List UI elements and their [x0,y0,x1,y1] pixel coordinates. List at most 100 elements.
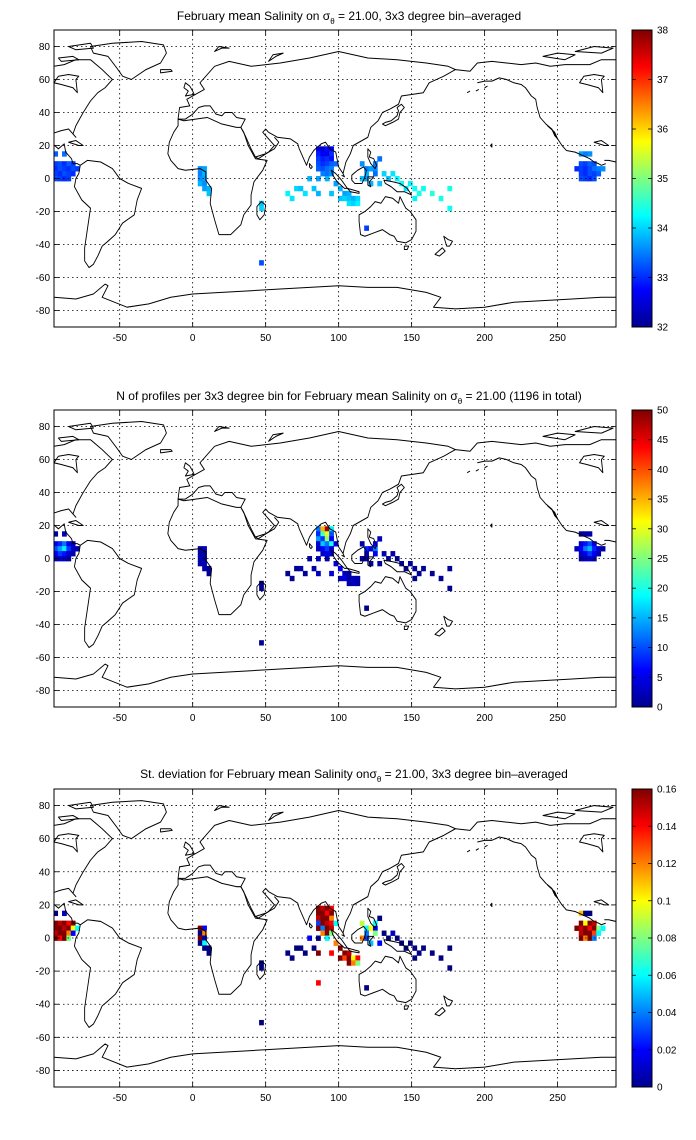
bin-cell [438,955,444,961]
bin-cell [329,920,334,926]
bin-cell [202,546,207,552]
bin-cell [316,950,321,956]
bin-cell [351,575,356,582]
bin-cell [596,546,602,552]
bin-cell [316,190,321,197]
panel-profile-count: N of profiles per 3x3 degree bin for Feb… [36,388,669,724]
colorbar-tick-label: 0 [657,1083,663,1094]
bin-cell [329,190,334,197]
bin-cell [346,195,352,202]
bin-cell [320,526,326,532]
panel-salinity-stdev: St. deviation for February mean Salinity… [36,766,677,1104]
bin-cell [316,536,321,542]
colorbar-tick-label: 34 [657,224,669,235]
bin-cell [346,570,352,577]
bin-cell [583,541,588,547]
bin-cell [324,156,330,162]
bin-cell [407,180,413,187]
bin-cell [70,546,76,552]
bin-cell [596,171,602,177]
bin-cell [346,190,352,197]
colorbar-tick-label: 32 [657,323,669,334]
bin-cell [259,960,264,966]
bin-cell [355,575,361,582]
bin-cell [364,930,369,936]
bin-cell [407,940,413,946]
y-tick-label: -20 [36,207,51,218]
bin-cell [54,151,59,157]
bin-cell [447,945,453,951]
bin-cell [583,920,588,926]
bin-cell [351,195,356,202]
bin-cell [202,930,207,936]
bin-cell [202,185,207,192]
y-tick-label: 40 [39,108,51,119]
y-tick-label: 20 [39,521,51,532]
bin-cell [316,146,321,152]
y-tick-label: 80 [39,801,51,812]
bin-cell [316,156,321,162]
x-tick-label: -50 [112,333,127,344]
bin-cell [403,185,409,192]
bin-cell [583,551,588,557]
bin-cell [57,161,63,167]
bin-cell [329,570,334,577]
bin-cell [583,151,588,157]
bin-cell [587,166,593,172]
bin-cell [600,166,606,172]
bin-cell [368,560,374,567]
y-tick-label: -80 [36,1066,51,1077]
bin-cell [197,556,203,562]
bin-cell [57,541,63,547]
x-tick-label: 100 [330,713,347,724]
bin-cell [438,575,444,582]
bin-cell [320,156,326,162]
y-tick-label: 0 [44,934,50,945]
bin-cell [412,575,418,582]
bin-cell [259,200,264,207]
bin-cell [324,536,330,542]
bin-cell [587,151,593,157]
y-tick-label: -80 [36,686,51,697]
bin-cell [600,546,606,552]
colorbar-tick-label: 5 [657,673,663,684]
bin-cell [197,171,203,177]
bin-cell [329,546,334,552]
y-tick-label: 20 [39,141,51,152]
x-tick-label: 50 [260,1093,272,1104]
bin-cell [587,930,593,936]
bin-cell [346,950,352,956]
bin-cell [359,541,365,547]
bin-cell [447,965,453,971]
bin-cell [359,556,365,562]
y-tick-label: 80 [39,42,51,53]
colorbar-tick-label: 50 [657,406,669,417]
bin-cell [298,185,304,192]
x-tick-label: 250 [549,713,566,724]
bin-cell [316,166,321,172]
bin-cell [337,955,343,961]
bin-cell [337,575,343,582]
colorbar-salinity-mean: 32 33 34 35 36 37 38 [631,26,669,334]
bin-cell [342,190,348,197]
bin-cell [346,580,352,587]
bin-cell [368,546,374,552]
bin-cell [320,151,326,157]
bin-cell [197,935,203,941]
bin-cell [320,546,326,552]
bin-cell [316,980,321,986]
bin-cell [329,905,334,912]
bin-cell [316,905,321,912]
bin-cell [298,945,304,951]
bin-cell [320,925,326,931]
bin-cell [316,151,321,157]
bin-cell [583,171,588,177]
bin-cell [364,551,369,557]
bin-cell [355,580,361,587]
bin-cell [324,161,330,167]
bin-cell [324,166,330,172]
panel-salinity-mean: February mean Salinity on σθ = 21.00, 3x… [36,8,669,344]
panel-title: February mean Salinity on σθ = 21.00, 3x… [177,8,521,26]
bin-cell [320,536,326,542]
bin-cell [62,546,67,552]
